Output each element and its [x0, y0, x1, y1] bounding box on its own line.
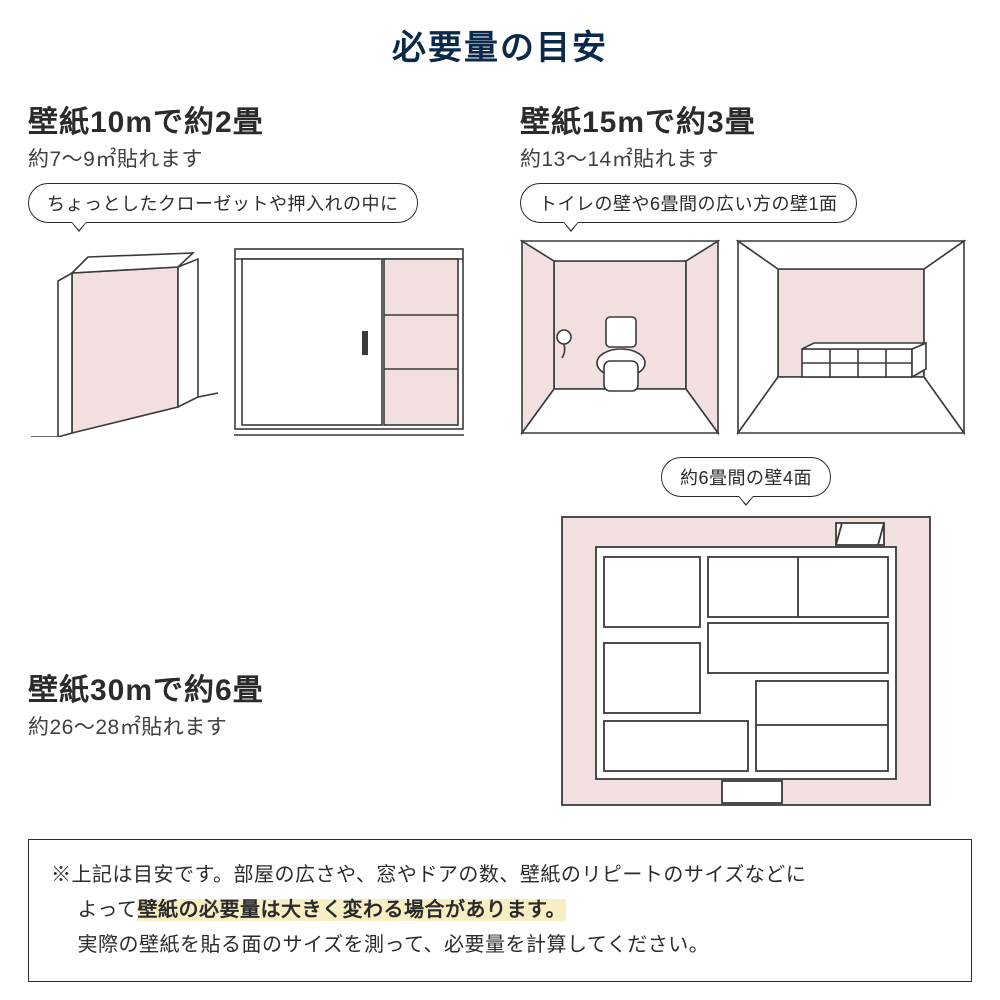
oshiire-icon — [234, 237, 464, 437]
note-line-1: ※上記は目安です。部屋の広さや、窓やドアの数、壁紙のリピートのサイズなどに — [51, 858, 949, 893]
note-line-2-pre: よって — [51, 899, 137, 921]
subtext-30m: 約26〜28㎡貼れます — [28, 711, 480, 741]
illustration-15m — [520, 237, 972, 437]
page-title: 必要量の目安 — [28, 20, 972, 69]
room-onewall-icon — [736, 237, 966, 437]
heading-30m: 壁紙30mで約6畳 — [28, 665, 480, 709]
subtext-15m: 約13〜14㎡貼れます — [520, 143, 972, 173]
sections-grid: 壁紙10mで約2畳 約7〜9㎡貼れます ちょっとしたクローゼットや押入れの中に — [28, 97, 972, 811]
closet-icon — [28, 237, 218, 437]
section-10m: 壁紙10mで約2畳 約7〜9㎡貼れます ちょっとしたクローゼットや押入れの中に — [28, 97, 480, 437]
toilet-room-icon — [520, 237, 720, 437]
note-box: ※上記は目安です。部屋の広さや、窓やドアの数、壁紙のリピートのサイズなどに よっ… — [28, 839, 972, 982]
heading-15m: 壁紙15mで約3畳 — [520, 97, 972, 141]
bubble-10m: ちょっとしたクローゼットや押入れの中に — [28, 183, 418, 223]
floorplan-icon — [556, 511, 936, 811]
bubble-30m: 約6畳間の壁4面 — [661, 457, 831, 497]
bubble-15m: トイレの壁や6畳間の広い方の壁1面 — [520, 183, 857, 223]
note-highlight: 壁紙の必要量は大きく変わる場合があります。 — [137, 899, 566, 921]
section-30m-illus: 約6畳間の壁4面 — [520, 457, 972, 811]
subtext-10m: 約7〜9㎡貼れます — [28, 143, 480, 173]
section-15m: 壁紙15mで約3畳 約13〜14㎡貼れます トイレの壁や6畳間の広い方の壁1面 — [520, 97, 972, 437]
illustration-10m — [28, 237, 480, 437]
note-line-2: よって壁紙の必要量は大きく変わる場合があります。 — [51, 893, 949, 928]
heading-10m: 壁紙10mで約2畳 — [28, 97, 480, 141]
section-30m: 壁紙30mで約6畳 約26〜28㎡貼れます — [28, 457, 480, 811]
note-line-3: 実際の壁紙を貼る面のサイズを測って、必要量を計算してください。 — [51, 928, 949, 963]
